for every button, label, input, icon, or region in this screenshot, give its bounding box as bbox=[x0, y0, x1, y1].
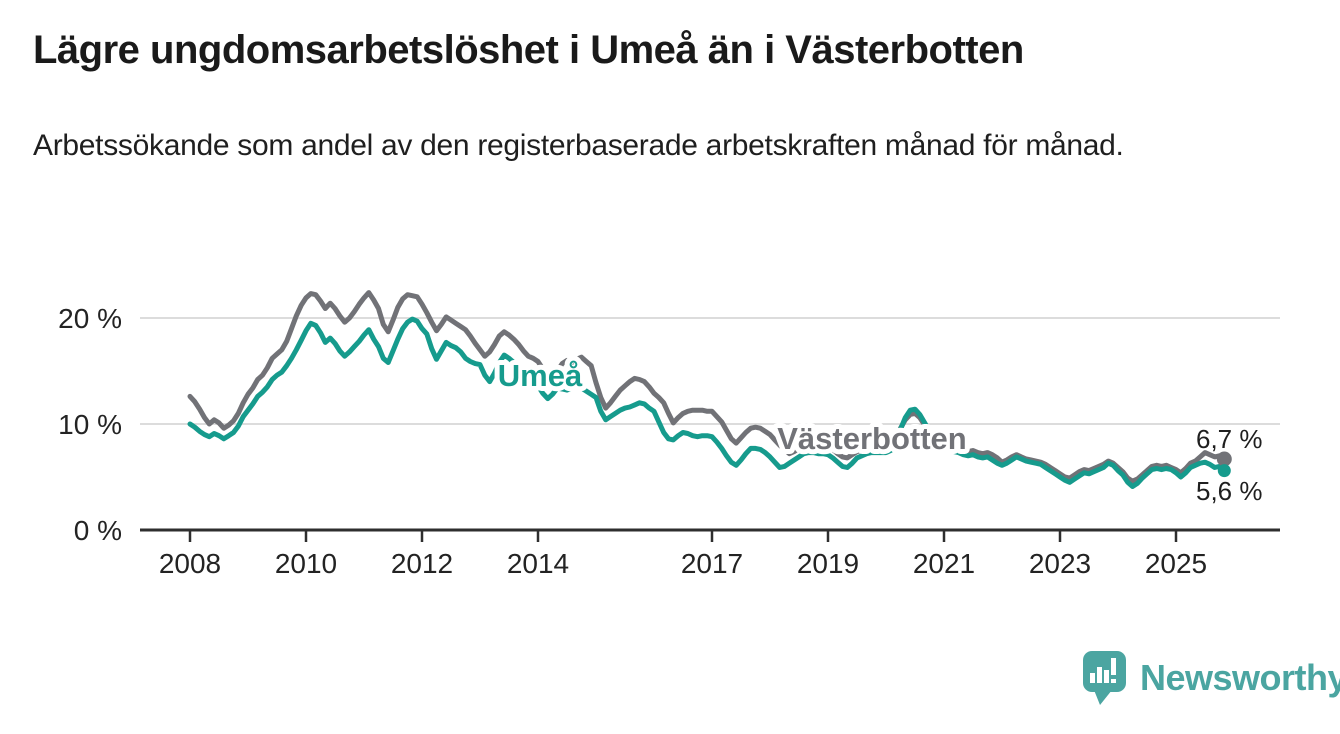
vasterbotten-series-label: Västerbotten bbox=[777, 421, 966, 456]
x-axis: 0 % 10 % 20 % 2008 2010 2012 2014 2017 2019 2021 2… bbox=[58, 303, 1280, 579]
x-tick-label: 2010 bbox=[275, 548, 337, 579]
x-tick-label: 2023 bbox=[1029, 548, 1091, 579]
x-tick-label: 2021 bbox=[913, 548, 975, 579]
umea-series-label: Umeå bbox=[498, 358, 583, 393]
vasterbotten-end-value: 6,7 % bbox=[1196, 424, 1263, 454]
x-tick-label: 2025 bbox=[1145, 548, 1207, 579]
chart-subtitle: Arbetssökande som andel av den registerb… bbox=[33, 129, 1124, 162]
chart-title: Lägre ungdomsarbetslöshet i Umeå än i Vä… bbox=[33, 28, 1024, 72]
umea-end-value: 5,6 % bbox=[1196, 476, 1263, 506]
newsworthy-wordmark: Newsworthy bbox=[1140, 657, 1340, 698]
umea-line bbox=[187, 316, 1227, 489]
newsworthy-icon bbox=[1083, 651, 1126, 705]
x-tick-label: 2019 bbox=[797, 548, 859, 579]
newsworthy-logo: Newsworthy bbox=[1082, 650, 1340, 706]
umea-end-dot bbox=[1217, 464, 1231, 478]
vasterbotten-line bbox=[187, 290, 1227, 484]
x-tick-label: 2008 bbox=[159, 548, 221, 579]
x-tick-label: 2014 bbox=[507, 548, 569, 579]
x-tick-label: 2017 bbox=[681, 548, 743, 579]
data-series bbox=[187, 290, 1227, 489]
y-gridlines bbox=[140, 317, 1280, 425]
x-tick-label: 2012 bbox=[391, 548, 453, 579]
vasterbotten-end-dot bbox=[1216, 451, 1232, 467]
y-tick-label: 10 % bbox=[58, 409, 122, 440]
y-tick-label: 0 % bbox=[74, 515, 122, 546]
y-tick-label: 20 % bbox=[58, 303, 122, 334]
annotations: Västerbotten Umeå 6,7 % 5,6 % bbox=[493, 353, 1263, 506]
